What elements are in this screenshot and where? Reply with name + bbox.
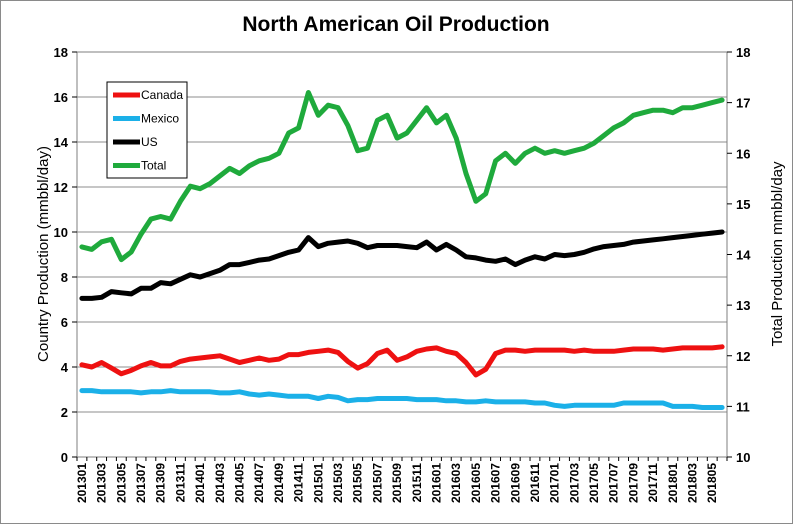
x-tick-label: 201701 — [548, 463, 562, 503]
y-tick-label: 8 — [61, 270, 68, 285]
x-tick-label: 201307 — [134, 463, 148, 503]
y-tick-label: 6 — [61, 315, 68, 330]
x-tick-label: 201409 — [272, 463, 286, 503]
x-tick-label: 201501 — [311, 463, 325, 503]
x-tick-label: 201711 — [646, 463, 660, 503]
x-tick-label: 201411 — [292, 463, 306, 503]
legend-label-us: US — [141, 135, 158, 149]
x-tick-label: 201505 — [351, 463, 365, 503]
legend-label-total: Total — [141, 159, 166, 173]
y-tick-label: 10 — [54, 225, 68, 240]
x-tick-label: 201403 — [213, 463, 227, 503]
y-tick-label: 16 — [54, 90, 68, 105]
x-tick-label: 201301 — [75, 463, 89, 503]
x-tick-label: 201609 — [508, 463, 522, 503]
series-lines — [79, 90, 725, 410]
x-tick-label: 201611 — [528, 463, 542, 503]
legend: Canada Mexico US Total — [106, 81, 188, 179]
y-tick-label: 18 — [54, 45, 68, 60]
x-tick-label: 201507 — [370, 463, 384, 503]
x-tick-label: 201805 — [705, 463, 719, 503]
x-tick-label: 201703 — [567, 463, 581, 503]
series-line-canada — [79, 344, 725, 378]
y2-tick-label: 17 — [736, 96, 750, 111]
y-tick-label: 2 — [61, 405, 68, 420]
y2-tick-label: 10 — [736, 450, 750, 465]
y2-tick-label: 13 — [736, 298, 750, 313]
y-tick-label: 0 — [61, 450, 68, 465]
y2-tick-label: 14 — [736, 248, 751, 263]
x-tick-label: 201407 — [252, 463, 266, 503]
x-tick-label: 201707 — [607, 463, 621, 503]
axes: 0 2 4 6 8 10 12 14 16 18 10 11 12 13 14 15 16 17 18 201301 2… — [54, 45, 752, 503]
y-axis-title: Country Production (mmbbl/day) — [35, 146, 52, 362]
x-tick-label: 201405 — [233, 463, 247, 503]
x-tick-label: 201801 — [666, 463, 680, 503]
series-line-mexico — [79, 388, 725, 410]
series-line-us — [79, 229, 725, 301]
series-line-total — [79, 90, 725, 263]
x-tick-label: 201603 — [449, 463, 463, 503]
x-tick-label: 201709 — [626, 463, 640, 503]
y2-axis-title: Total Production mmbbl/day — [769, 161, 786, 347]
y-tick-label: 14 — [54, 135, 69, 150]
x-tick-label: 201401 — [193, 463, 207, 503]
x-tick-label: 201311 — [173, 463, 187, 503]
x-tick-label: 201601 — [429, 463, 443, 503]
y2-tick-label: 11 — [736, 399, 750, 414]
y2-tick-label: 12 — [736, 349, 750, 364]
y-tick-label: 12 — [54, 180, 68, 195]
x-tick-label: 201511 — [410, 463, 424, 503]
x-tick-label: 201503 — [331, 463, 345, 503]
y2-tick-label: 16 — [736, 146, 750, 161]
chart-title: North American Oil Production — [242, 13, 549, 36]
x-tick-label: 201705 — [587, 463, 601, 503]
x-tick-label: 201509 — [390, 463, 404, 503]
y2-tick-label: 15 — [736, 197, 750, 212]
x-tick-label: 201309 — [154, 463, 168, 503]
x-tick-label: 201303 — [95, 463, 109, 503]
legend-label-canada: Canada — [141, 88, 183, 102]
y2-tick-label: 18 — [736, 45, 750, 60]
y-tick-label: 4 — [61, 360, 69, 375]
legend-label-mexico: Mexico — [141, 112, 179, 126]
x-tick-label: 201803 — [686, 463, 700, 503]
x-tick-label: 201305 — [114, 463, 128, 503]
x-tick-label: 201605 — [469, 463, 483, 503]
legend-box — [106, 81, 188, 179]
x-tick-label: 201607 — [489, 463, 503, 503]
